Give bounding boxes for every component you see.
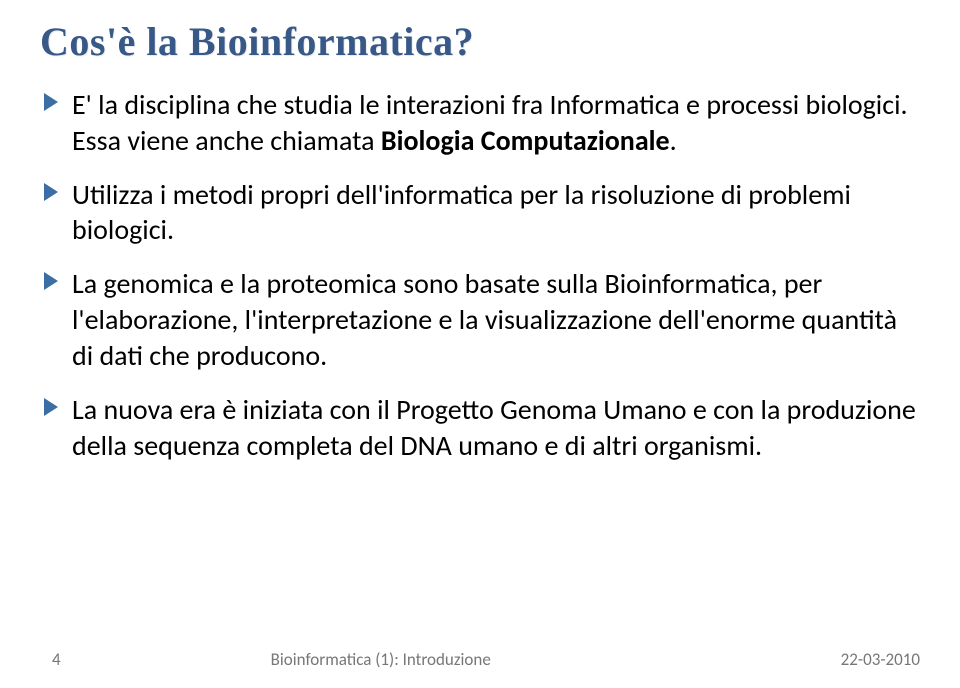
bullet-text: . [670, 123, 677, 158]
bullet-text: Utilizza i metodi propri dell'informatic… [72, 177, 851, 248]
bullet-text: Biologia Computazionale [381, 123, 670, 158]
bullet-item: La nuova era è iniziata con il Progetto … [44, 392, 920, 464]
slide: Cos'è la Bioinformatica? E' la disciplin… [0, 0, 960, 688]
slide-title: Cos'è la Bioinformatica? [40, 18, 920, 65]
bullet-text: La genomica e la proteomica sono basate … [72, 266, 897, 373]
bullet-item: La genomica e la proteomica sono basate … [44, 266, 920, 373]
bullet-item: Utilizza i metodi propri dell'informatic… [44, 177, 920, 249]
bullet-list: E' la disciplina che studia le interazio… [40, 87, 920, 463]
bullet-text: La nuova era è iniziata con il Progetto … [72, 392, 916, 463]
bullet-arrow-icon [44, 272, 58, 290]
bullet-arrow-icon [44, 398, 58, 416]
bullet-arrow-icon [44, 183, 58, 201]
page-number: 4 [52, 649, 61, 670]
bullet-item: E' la disciplina che studia le interazio… [44, 87, 920, 159]
footer-date: 22-03-2010 [841, 649, 920, 670]
footer-center: Bioinformatica (1): Introduzione [271, 649, 841, 670]
bullet-arrow-icon [44, 93, 58, 111]
footer: 4 Bioinformatica (1): Introduzione 22-03… [0, 649, 960, 670]
